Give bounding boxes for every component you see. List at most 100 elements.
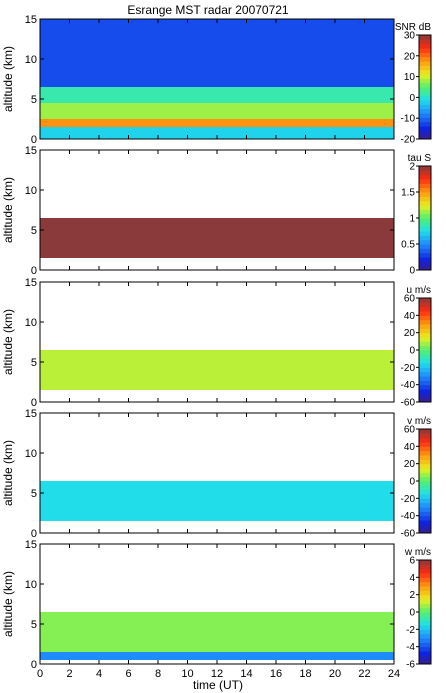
- colorbar-tick-label: 40: [404, 442, 416, 453]
- colorbar-label: v m/s: [407, 416, 431, 427]
- colorbar-tick-label: -20: [401, 494, 416, 505]
- x-tick-label: 14: [240, 668, 252, 680]
- data-band: [40, 218, 394, 258]
- y-tick-label: 0: [31, 265, 37, 277]
- colorbar-tick-label: 2: [409, 162, 415, 173]
- colorbar-segment: [419, 113, 431, 118]
- colorbar-segment: [419, 564, 431, 570]
- colorbar-segment: [419, 455, 431, 460]
- colorbar-segment: [419, 476, 431, 482]
- colorbar-segment: [419, 633, 431, 639]
- colorbar-tick-label: -20: [401, 135, 416, 146]
- colorbar-segment: [419, 35, 431, 40]
- colorbar-tick-label: -2: [406, 625, 415, 636]
- colorbar-segment: [419, 74, 431, 79]
- colorbar-segment: [419, 69, 431, 75]
- figure-title: Esrange MST radar 20070721: [127, 3, 289, 17]
- colorbar-segment: [419, 590, 431, 596]
- colorbar-segment: [419, 121, 431, 127]
- colorbar-segment: [419, 494, 431, 499]
- x-tick-label: 2: [66, 668, 72, 680]
- colorbar-segment: [419, 257, 431, 262]
- y-tick-label: 10: [25, 448, 37, 460]
- y-tick-label: 10: [25, 54, 37, 66]
- x-tick-label: 6: [125, 668, 131, 680]
- x-tick-label: 12: [211, 668, 223, 680]
- colorbar-segment: [419, 442, 431, 447]
- colorbar-tick-label: -40: [401, 380, 416, 391]
- colorbar-segment: [419, 78, 431, 84]
- colorbar-segment: [419, 363, 431, 368]
- colorbar-segment: [419, 231, 431, 236]
- colorbar-tick-label: 0: [409, 477, 415, 488]
- colorbar-segment: [419, 397, 431, 403]
- colorbar-segment: [419, 586, 431, 591]
- colorbar-segment: [419, 213, 431, 219]
- colorbar-segment: [419, 315, 431, 321]
- colorbar-segment: [419, 581, 431, 587]
- x-tick-label: 20: [329, 668, 341, 680]
- colorbar-segment: [419, 170, 431, 176]
- x-tick-label: 22: [358, 668, 370, 680]
- colorbar-segment: [419, 468, 431, 473]
- y-axis-label: altitude (km): [1, 309, 15, 375]
- y-tick-label: 5: [31, 357, 37, 369]
- colorbar-segment: [419, 126, 431, 131]
- data-band: [40, 119, 394, 127]
- y-tick-label: 10: [25, 317, 37, 329]
- colorbar-tick-label: 1: [409, 214, 415, 225]
- colorbar-segment: [419, 166, 431, 171]
- colorbar-segment: [419, 599, 431, 604]
- colorbar-segment: [419, 367, 431, 373]
- data-band: [40, 481, 394, 521]
- y-tick-label: 10: [25, 185, 37, 197]
- colorbar-segment: [419, 222, 431, 228]
- colorbar-segment: [419, 433, 431, 439]
- colorbar-segment: [419, 616, 431, 622]
- colorbar-segment: [419, 358, 431, 364]
- colorbar-segment: [419, 371, 431, 377]
- colorbar-segment: [419, 607, 431, 613]
- colorbar-segment: [419, 179, 431, 184]
- x-tick-label: 18: [299, 668, 311, 680]
- x-tick-label: 8: [155, 668, 161, 680]
- x-tick-label: 24: [388, 668, 400, 680]
- colorbar-segment: [419, 642, 431, 648]
- colorbar-segment: [419, 577, 431, 583]
- colorbar-segment: [419, 463, 431, 469]
- colorbar-tick-label: 40: [404, 311, 416, 322]
- colorbar-segment: [419, 134, 431, 140]
- colorbar-segment: [419, 82, 431, 88]
- colorbar-tick-label: 0: [409, 266, 415, 277]
- data-band: [40, 350, 394, 390]
- colorbar-segment: [419, 655, 431, 661]
- colorbar-segment: [419, 91, 431, 97]
- colorbar-segment: [419, 354, 431, 360]
- colorbar-tick-label: 60: [404, 425, 416, 436]
- colorbar-segment: [419, 629, 431, 635]
- colorbar-segment: [419, 87, 431, 92]
- colorbar-segment: [419, 235, 431, 241]
- colorbar-segment: [419, 302, 431, 308]
- colorbar-segment: [419, 651, 431, 656]
- colorbar-tick-label: 30: [404, 31, 416, 42]
- colorbar-segment: [419, 560, 431, 565]
- colorbar-segment: [419, 196, 431, 202]
- y-tick-label: 0: [31, 528, 37, 540]
- colorbar-segment: [419, 437, 431, 443]
- y-axis-label: altitude (km): [1, 571, 15, 637]
- colorbar-segment: [419, 65, 431, 71]
- colorbar-label: SNR dB: [395, 22, 431, 33]
- colorbar-segment: [419, 324, 431, 329]
- colorbar-tick-label: 20: [404, 459, 416, 470]
- colorbar-tick-label: -4: [406, 642, 415, 653]
- colorbar-tick-label: -40: [401, 511, 416, 522]
- y-axis-label: altitude (km): [1, 46, 15, 112]
- colorbar-segment: [419, 306, 431, 312]
- colorbar-segment: [419, 376, 431, 381]
- data-band: [40, 19, 394, 87]
- colorbar-segment: [419, 311, 431, 316]
- colorbar-segment: [419, 472, 431, 478]
- colorbar-tick-label: -60: [401, 398, 416, 409]
